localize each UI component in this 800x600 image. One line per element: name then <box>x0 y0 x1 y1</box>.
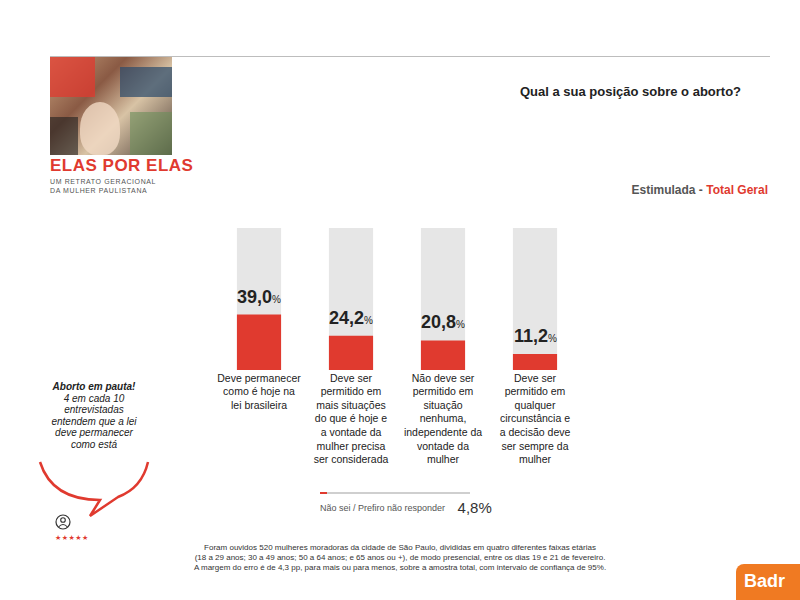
svg-text:24,2%: 24,2% <box>329 308 373 328</box>
svg-text:Deve permanecercomo é hoje nal: Deve permanecercomo é hoje nalei brasile… <box>217 372 301 411</box>
svg-text:Deve serpermitido emmais situa: Deve serpermitido emmais situaçõesdo que… <box>314 372 389 466</box>
html-text:Foram ouvidos 520 mulheres mor: Foram ouvidos 520 mulheres moradoras da … <box>204 543 596 552</box>
html-text:4 em cada 10 entrevistadas ent: 4 em cada 10 entrevistadas entendem que … <box>51 392 137 450</box>
html-text:UM RETRATO GERACIONAL: UM RETRATO GERACIONAL <box>50 178 157 185</box>
html-text:Estimulada - Total Geral: Estimulada - Total Geral <box>631 183 768 197</box>
html-text:Não sei / Prefiro não responde: Não sei / Prefiro não responder <box>320 502 446 513</box>
svg-text:39,0%: 39,0% <box>237 287 281 307</box>
html-text:DA MULHER PAULISTANA: DA MULHER PAULISTANA <box>50 187 148 194</box>
html-text:ELAS POR ELAS: ELAS POR ELAS <box>50 156 194 175</box>
html-text:Qual a sua posição sobre o abo: Qual a sua posição sobre o aborto? <box>520 84 741 99</box>
html-text:A margem do erro é de 4,3 pp,: A margem do erro é de 4,3 pp, para mais … <box>193 563 607 572</box>
svg-text:Não deve serpermitido emsituaç: Não deve serpermitido emsituaçãonenhuma,… <box>404 372 482 466</box>
html-text:(18 a 29 anos; 30 a 49 anos; 5: (18 a 29 anos; 30 a 49 anos; 50 a 64 ano… <box>194 553 606 562</box>
svg-text:Deve serpermitido emqualquerci: Deve serpermitido emqualquercircunstânci… <box>500 372 571 466</box>
html-text:4,8%: 4,8% <box>457 499 492 517</box>
svg-text:20,8%: 20,8% <box>421 312 465 332</box>
svg-text:11,2%: 11,2% <box>514 326 557 346</box>
html-text:Aborto em pauta!: Aborto em pauta! <box>52 381 136 392</box>
html-text:Badr: Badr <box>744 571 785 591</box>
